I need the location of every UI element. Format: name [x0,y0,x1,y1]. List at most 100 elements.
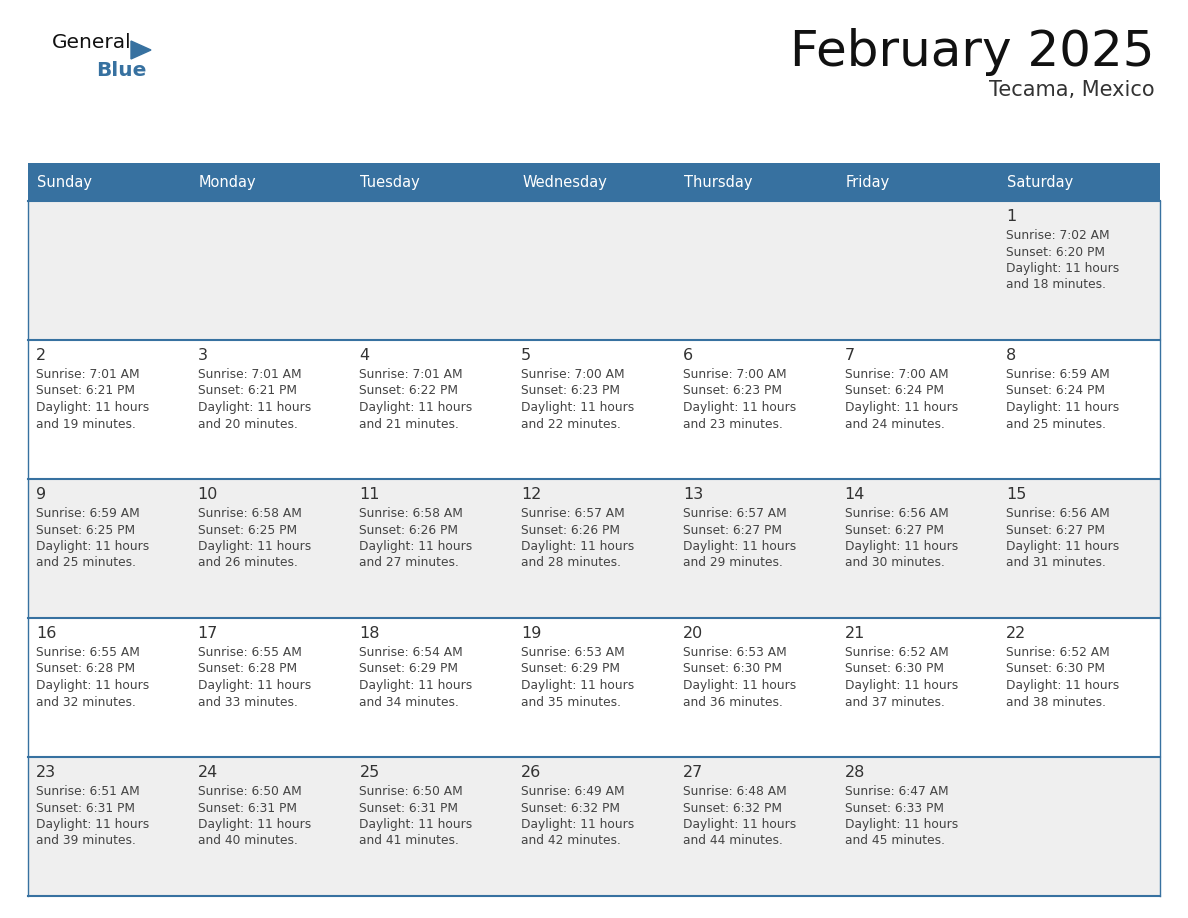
Text: Sunrise: 7:00 AM: Sunrise: 7:00 AM [522,368,625,381]
Bar [352,163,513,201]
Text: Sunset: 6:31 PM: Sunset: 6:31 PM [197,801,297,814]
Text: 9: 9 [36,487,46,502]
Text: Sunrise: 6:48 AM: Sunrise: 6:48 AM [683,785,786,798]
Polygon shape [131,41,151,59]
Text: Daylight: 11 hours: Daylight: 11 hours [845,818,958,831]
Text: and 37 minutes.: and 37 minutes. [845,696,944,709]
Text: Sunrise: 6:52 AM: Sunrise: 6:52 AM [1006,646,1110,659]
Text: and 33 minutes.: and 33 minutes. [197,696,297,709]
Text: and 42 minutes.: and 42 minutes. [522,834,621,847]
Text: Sunset: 6:24 PM: Sunset: 6:24 PM [845,385,943,397]
Text: Daylight: 11 hours: Daylight: 11 hours [360,401,473,414]
Text: Sunset: 6:31 PM: Sunset: 6:31 PM [36,801,135,814]
Text: Sunset: 6:22 PM: Sunset: 6:22 PM [360,385,459,397]
Text: and 40 minutes.: and 40 minutes. [197,834,297,847]
Bar [29,163,190,201]
Text: Sunrise: 6:47 AM: Sunrise: 6:47 AM [845,785,948,798]
Text: and 45 minutes.: and 45 minutes. [845,834,944,847]
Text: Sunrise: 6:58 AM: Sunrise: 6:58 AM [360,507,463,520]
Text: Daylight: 11 hours: Daylight: 11 hours [522,540,634,553]
Text: 1: 1 [1006,209,1017,224]
Text: and 32 minutes.: and 32 minutes. [36,696,135,709]
Text: 8: 8 [1006,348,1017,363]
Text: Daylight: 11 hours: Daylight: 11 hours [360,818,473,831]
Text: Sunset: 6:30 PM: Sunset: 6:30 PM [683,663,782,676]
Text: Tecama, Mexico: Tecama, Mexico [990,80,1155,100]
Text: Sunset: 6:26 PM: Sunset: 6:26 PM [522,523,620,536]
Text: 25: 25 [360,765,380,780]
Text: and 38 minutes.: and 38 minutes. [1006,696,1106,709]
Text: and 29 minutes.: and 29 minutes. [683,556,783,569]
Text: Daylight: 11 hours: Daylight: 11 hours [197,540,311,553]
Text: 18: 18 [360,626,380,641]
Text: and 28 minutes.: and 28 minutes. [522,556,621,569]
Text: Sunset: 6:23 PM: Sunset: 6:23 PM [522,385,620,397]
Text: Daylight: 11 hours: Daylight: 11 hours [683,540,796,553]
Text: Daylight: 11 hours: Daylight: 11 hours [522,401,634,414]
Text: 5: 5 [522,348,531,363]
Text: 19: 19 [522,626,542,641]
Text: Sunset: 6:33 PM: Sunset: 6:33 PM [845,801,943,814]
Bar [513,163,675,201]
Text: Daylight: 11 hours: Daylight: 11 hours [522,818,634,831]
Bar [29,618,1159,757]
Text: Sunrise: 6:56 AM: Sunrise: 6:56 AM [1006,507,1110,520]
Text: Sunset: 6:29 PM: Sunset: 6:29 PM [522,663,620,676]
Text: Sunset: 6:28 PM: Sunset: 6:28 PM [36,663,135,676]
Text: Sunrise: 6:51 AM: Sunrise: 6:51 AM [36,785,140,798]
Text: Sunset: 6:30 PM: Sunset: 6:30 PM [845,663,943,676]
Text: Sunset: 6:28 PM: Sunset: 6:28 PM [197,663,297,676]
Bar [675,163,836,201]
Text: Friday: Friday [846,174,890,189]
Bar [29,201,1159,340]
Text: Sunrise: 7:00 AM: Sunrise: 7:00 AM [683,368,786,381]
Text: Sunset: 6:26 PM: Sunset: 6:26 PM [360,523,459,536]
Text: Sunset: 6:27 PM: Sunset: 6:27 PM [845,523,943,536]
Text: 20: 20 [683,626,703,641]
Text: Daylight: 11 hours: Daylight: 11 hours [522,679,634,692]
Text: Sunrise: 6:55 AM: Sunrise: 6:55 AM [36,646,140,659]
Text: Blue: Blue [96,61,146,80]
Text: and 25 minutes.: and 25 minutes. [36,556,135,569]
Text: Daylight: 11 hours: Daylight: 11 hours [197,679,311,692]
Text: 4: 4 [360,348,369,363]
Text: Sunrise: 6:52 AM: Sunrise: 6:52 AM [845,646,948,659]
Bar [29,757,1159,896]
Text: Sunset: 6:29 PM: Sunset: 6:29 PM [360,663,459,676]
Text: Daylight: 11 hours: Daylight: 11 hours [197,818,311,831]
Text: Sunrise: 6:55 AM: Sunrise: 6:55 AM [197,646,302,659]
Text: 13: 13 [683,487,703,502]
Text: Sunrise: 6:59 AM: Sunrise: 6:59 AM [36,507,140,520]
Text: February 2025: February 2025 [790,28,1155,76]
Text: and 44 minutes.: and 44 minutes. [683,834,783,847]
Text: Sunday: Sunday [37,174,91,189]
Text: and 22 minutes.: and 22 minutes. [522,418,621,431]
Bar [29,479,1159,618]
Text: Sunrise: 6:53 AM: Sunrise: 6:53 AM [522,646,625,659]
Text: and 19 minutes.: and 19 minutes. [36,418,135,431]
Text: and 25 minutes.: and 25 minutes. [1006,418,1106,431]
Text: 27: 27 [683,765,703,780]
Text: Sunrise: 6:50 AM: Sunrise: 6:50 AM [360,785,463,798]
Text: Sunrise: 6:54 AM: Sunrise: 6:54 AM [360,646,463,659]
Text: 17: 17 [197,626,219,641]
Text: and 34 minutes.: and 34 minutes. [360,696,460,709]
Text: Saturday: Saturday [1007,174,1074,189]
Text: Sunrise: 6:57 AM: Sunrise: 6:57 AM [683,507,786,520]
Text: Sunset: 6:25 PM: Sunset: 6:25 PM [197,523,297,536]
Text: 15: 15 [1006,487,1026,502]
Text: and 35 minutes.: and 35 minutes. [522,696,621,709]
Text: Daylight: 11 hours: Daylight: 11 hours [1006,401,1119,414]
Text: Daylight: 11 hours: Daylight: 11 hours [845,540,958,553]
Text: Daylight: 11 hours: Daylight: 11 hours [683,401,796,414]
Text: Sunrise: 6:59 AM: Sunrise: 6:59 AM [1006,368,1110,381]
Text: Sunset: 6:24 PM: Sunset: 6:24 PM [1006,385,1105,397]
Text: 7: 7 [845,348,854,363]
Text: Sunset: 6:20 PM: Sunset: 6:20 PM [1006,245,1105,259]
Text: and 31 minutes.: and 31 minutes. [1006,556,1106,569]
Text: Sunset: 6:32 PM: Sunset: 6:32 PM [683,801,782,814]
Text: 2: 2 [36,348,46,363]
Text: and 23 minutes.: and 23 minutes. [683,418,783,431]
Text: Sunset: 6:30 PM: Sunset: 6:30 PM [1006,663,1105,676]
Bar [998,163,1159,201]
